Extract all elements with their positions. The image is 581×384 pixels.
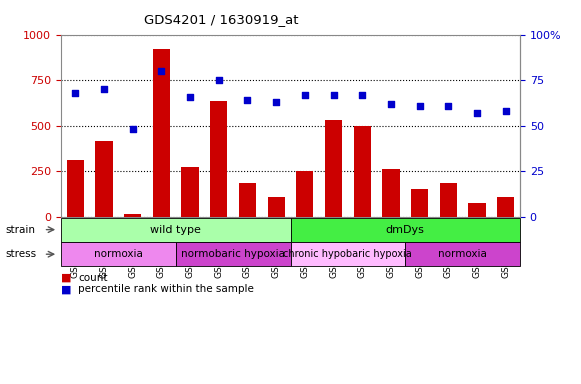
Point bbox=[472, 110, 482, 116]
Point bbox=[71, 90, 80, 96]
Text: GDS4201 / 1630919_at: GDS4201 / 1630919_at bbox=[144, 13, 298, 26]
Bar bbox=[382, 169, 400, 217]
Bar bbox=[354, 126, 371, 217]
Text: wild type: wild type bbox=[150, 225, 201, 235]
Bar bbox=[267, 197, 285, 217]
Bar bbox=[325, 120, 342, 217]
Bar bbox=[67, 161, 84, 217]
Text: stress: stress bbox=[6, 249, 37, 259]
Bar bbox=[296, 171, 314, 217]
Bar bbox=[181, 167, 199, 217]
Point bbox=[243, 97, 252, 103]
Text: ■: ■ bbox=[61, 284, 71, 294]
Point bbox=[357, 92, 367, 98]
Point bbox=[157, 68, 166, 74]
Point bbox=[386, 101, 396, 107]
Bar bbox=[468, 203, 486, 217]
Bar bbox=[124, 214, 141, 217]
Text: dmDys: dmDys bbox=[386, 225, 425, 235]
Bar bbox=[153, 49, 170, 217]
Bar bbox=[411, 189, 428, 217]
Text: normoxia: normoxia bbox=[438, 249, 487, 259]
Bar bbox=[95, 141, 113, 217]
Point bbox=[271, 99, 281, 105]
Point bbox=[415, 103, 424, 109]
Point bbox=[444, 103, 453, 109]
Point bbox=[99, 86, 109, 93]
Bar bbox=[239, 183, 256, 217]
Point bbox=[214, 77, 224, 83]
Bar bbox=[497, 197, 514, 217]
Point bbox=[329, 92, 338, 98]
Text: chronic hypobaric hypoxia: chronic hypobaric hypoxia bbox=[284, 249, 413, 259]
Point bbox=[501, 108, 510, 114]
Text: normoxia: normoxia bbox=[94, 249, 143, 259]
Point bbox=[128, 126, 137, 132]
Text: normobaric hypoxia: normobaric hypoxia bbox=[181, 249, 285, 259]
Point bbox=[300, 92, 310, 98]
Text: ■: ■ bbox=[61, 273, 71, 283]
Text: percentile rank within the sample: percentile rank within the sample bbox=[78, 284, 254, 294]
Bar bbox=[210, 101, 227, 217]
Bar bbox=[440, 183, 457, 217]
Text: strain: strain bbox=[6, 225, 36, 235]
Text: count: count bbox=[78, 273, 108, 283]
Point bbox=[185, 94, 195, 100]
